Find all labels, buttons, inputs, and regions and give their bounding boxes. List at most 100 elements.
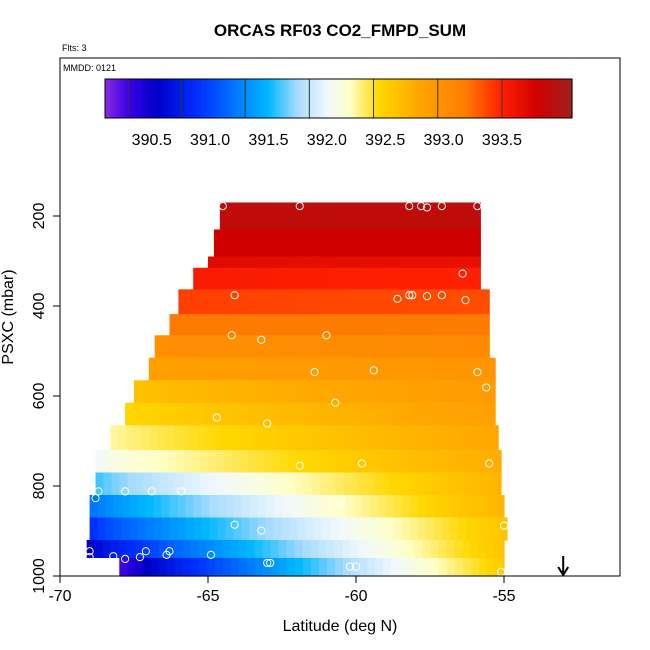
colorbar-cell <box>335 79 340 118</box>
observation-point <box>499 521 509 530</box>
colorbar-cell <box>288 79 293 118</box>
heatmap-cell <box>471 450 480 474</box>
heatmap-cell <box>129 517 139 541</box>
heatmap-cell <box>473 517 482 541</box>
heatmap-cell <box>413 380 423 404</box>
heatmap-cell <box>418 289 427 315</box>
heatmap-cell <box>445 229 455 258</box>
heatmap-cell <box>479 472 488 496</box>
heatmap-cell <box>330 335 340 359</box>
colorbar-cell <box>277 79 281 118</box>
colorbar-cell <box>116 79 121 118</box>
observation-point <box>257 335 266 344</box>
heatmap-cell <box>210 289 219 315</box>
colorbar-cell <box>242 79 246 118</box>
heatmap-cell <box>365 380 375 404</box>
heatmap-cell <box>348 402 358 426</box>
heatmap-cell <box>277 380 287 404</box>
heatmap-cell <box>375 256 385 269</box>
heatmap-cell <box>391 450 400 474</box>
heatmap-cell <box>444 357 454 381</box>
heatmap-cell <box>315 202 325 231</box>
heatmap-cell <box>257 495 267 519</box>
heatmap-cell <box>141 380 151 404</box>
heatmap-cell <box>335 472 344 496</box>
heatmap-cell <box>461 380 471 404</box>
colorbar-cell <box>303 79 307 118</box>
heatmap-cell <box>181 380 191 404</box>
heatmap-cell <box>371 202 381 231</box>
colorbar-cell <box>507 79 512 118</box>
heatmap-cell <box>433 495 442 519</box>
heatmap-cell <box>345 495 354 519</box>
heatmap-cell <box>150 425 159 451</box>
heatmap-cell <box>177 517 187 541</box>
heatmap-cell <box>178 335 188 359</box>
heatmap-cell <box>453 229 463 258</box>
colorbar-cell <box>376 79 380 118</box>
heatmap-cell <box>415 472 424 496</box>
heatmap-cell <box>223 450 232 474</box>
heatmap-cell <box>373 380 383 404</box>
heatmap-cell <box>121 517 131 541</box>
heatmap-cell <box>302 540 312 559</box>
observation-point <box>405 202 414 211</box>
heatmap-cell <box>247 256 257 269</box>
heatmap-cell <box>129 495 139 519</box>
heatmap-cell <box>442 289 451 315</box>
colorbar-cell <box>466 79 471 118</box>
observation-point <box>482 383 491 392</box>
heatmap-cell <box>369 314 378 336</box>
colorbar-cell <box>373 79 378 118</box>
heatmap-cell <box>359 256 369 269</box>
heatmap-cell <box>245 229 255 258</box>
colorbar-cell <box>551 79 556 118</box>
heatmap-cell <box>385 517 394 541</box>
heatmap-cell <box>374 425 383 451</box>
colorbar-cell <box>294 79 299 118</box>
heatmap-cell <box>348 357 358 381</box>
heatmap-cell <box>194 335 204 359</box>
heatmap-cell <box>251 202 261 231</box>
colorbar-cell <box>207 79 211 118</box>
colorbar-cell <box>396 79 401 118</box>
colorbar-cell <box>177 79 182 118</box>
heatmap-cell <box>455 450 464 474</box>
colorbar-cell <box>405 79 410 118</box>
heatmap-cell <box>281 314 290 336</box>
colorbar-cell <box>496 79 500 118</box>
heatmap-cell <box>364 357 374 381</box>
colorbar-cell <box>192 79 197 118</box>
heatmap-cell <box>142 540 152 559</box>
heatmap-cell <box>321 314 330 336</box>
colorbar-cell <box>560 79 564 118</box>
observation-point <box>408 291 417 300</box>
heatmap-cell <box>350 425 359 451</box>
heatmap-cell <box>190 540 200 559</box>
heatmap-cell <box>247 558 256 577</box>
heatmap-cell <box>421 229 431 258</box>
heatmap-cell <box>414 558 424 577</box>
heatmap-cell <box>430 540 439 559</box>
heatmap-cell <box>311 558 320 577</box>
heatmap-cell <box>143 558 152 577</box>
heatmap-cell <box>457 314 466 336</box>
heatmap-cell <box>209 314 219 336</box>
heatmap-cell <box>238 540 248 559</box>
heatmap-cell <box>313 314 322 336</box>
heatmap-cell <box>406 540 415 559</box>
observation-point <box>337 499 346 508</box>
heatmap-cell <box>405 229 415 258</box>
colorbar-cell <box>113 79 118 118</box>
heatmap-cell <box>217 495 227 519</box>
heatmap-cell <box>422 425 431 451</box>
colorbar-cell <box>221 79 226 118</box>
heatmap-cell <box>466 289 475 315</box>
heatmap-cell <box>466 335 475 359</box>
heatmap-cell <box>381 380 391 404</box>
heatmap-cell <box>387 202 397 231</box>
heatmap-cell <box>156 357 166 381</box>
heatmap-cell <box>425 314 434 336</box>
heatmap-cell <box>402 289 411 315</box>
heatmap-cell <box>477 425 487 451</box>
